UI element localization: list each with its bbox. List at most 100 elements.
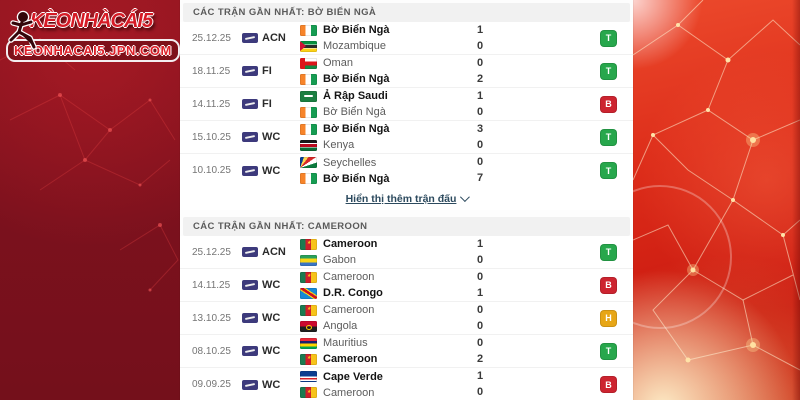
- league-cell: WC: [242, 345, 300, 357]
- away-flag-icon: [300, 73, 317, 85]
- section-cameroon: CÁC TRẬN GẦN NHẤT: CAMEROON 25.12.25 ACN…: [180, 214, 633, 400]
- chevron-down-icon[interactable]: [460, 192, 471, 203]
- home-team[interactable]: Ả Rập Saudi: [300, 90, 465, 103]
- league-logo-icon: [242, 33, 258, 43]
- scores-cell: 0 1: [465, 271, 495, 300]
- away-flag-icon: [300, 353, 317, 365]
- away-team[interactable]: D.R. Congo: [300, 287, 465, 300]
- away-team-name: D.R. Congo: [323, 287, 383, 299]
- result-badge: B: [600, 95, 617, 113]
- home-score: 0: [476, 270, 484, 283]
- match-row[interactable]: 15.10.25 WC Bờ Biển Ngà Kenya 3 0 T: [180, 121, 633, 154]
- home-flag-icon: [300, 24, 317, 36]
- league-code: WC: [262, 345, 281, 357]
- teams-cell: Oman Bờ Biển Ngà: [300, 57, 465, 86]
- league-code: WC: [262, 378, 281, 391]
- scores-cell: 0 2: [465, 337, 495, 366]
- match-row[interactable]: 25.12.25 ACN Cameroon Gabon 1 0 T: [180, 236, 633, 269]
- brand-logo[interactable]: KÈONHÀCÁI5 KEONHACAI5.JPN.COM: [6, 10, 180, 62]
- home-score: 0: [476, 156, 484, 168]
- match-row[interactable]: 14.11.25 FI Ả Rập Saudi Bờ Biển Ngà 1 0 …: [180, 88, 633, 121]
- league-code: WC: [262, 279, 281, 291]
- home-flag-icon: [300, 304, 317, 316]
- match-row[interactable]: 08.10.25 WC Mauritius Cameroon 0 2 T: [180, 335, 633, 368]
- teams-cell: Seychelles Bờ Biển Ngà: [300, 156, 465, 185]
- home-team-name: Cameroon: [323, 304, 375, 316]
- home-team[interactable]: Cameroon: [300, 238, 465, 251]
- away-score: 0: [476, 105, 484, 118]
- league-cell: WC: [242, 379, 300, 391]
- away-flag-icon: [300, 106, 317, 118]
- away-team[interactable]: Bờ Biển Ngà: [300, 172, 465, 185]
- home-flag-icon: [300, 57, 317, 69]
- teams-cell: Cape Verde Cameroon: [300, 370, 465, 399]
- result-badge: T: [600, 162, 617, 179]
- result-badge: B: [600, 376, 617, 393]
- away-team-name: Cameroon: [323, 353, 378, 365]
- away-team[interactable]: Bờ Biển Ngà: [300, 73, 465, 86]
- away-team[interactable]: Kenya: [300, 139, 465, 152]
- away-score: 2: [476, 72, 484, 85]
- match-row[interactable]: 14.11.25 WC Cameroon D.R. Congo 0 1 B: [180, 269, 633, 302]
- match-date: 10.10.25: [192, 165, 231, 176]
- league-cell: WC: [242, 131, 300, 143]
- home-team-name: Cape Verde: [323, 370, 383, 383]
- show-more-link[interactable]: Hiển thị thêm trận đấu: [345, 192, 457, 205]
- section-header: CÁC TRẬN GẦN NHẤT: BỜ BIỂN NGÀ: [183, 3, 630, 22]
- match-row[interactable]: 09.09.25 WC Cape Verde Cameroon 1 0 B: [180, 368, 633, 400]
- away-team[interactable]: Cameroon: [300, 353, 465, 366]
- home-team[interactable]: Mauritius: [300, 337, 465, 350]
- home-team[interactable]: Cape Verde: [300, 370, 465, 383]
- match-row[interactable]: 13.10.25 WC Cameroon Angola 0 0 H: [180, 302, 633, 335]
- away-team[interactable]: Bờ Biển Ngà: [300, 106, 465, 119]
- away-team[interactable]: Cameroon: [300, 386, 465, 399]
- away-team-name: Bờ Biển Ngà: [323, 106, 386, 118]
- away-team[interactable]: Angola: [300, 320, 465, 333]
- league-logo-icon: [242, 66, 258, 76]
- away-flag-icon: [300, 254, 317, 266]
- league-code: WC: [262, 131, 281, 143]
- away-score: 0: [476, 386, 484, 398]
- teams-cell: Cameroon Gabon: [300, 238, 465, 267]
- home-team-name: Ả Rập Saudi: [323, 90, 388, 102]
- home-team[interactable]: Bờ Biển Ngà: [300, 123, 465, 136]
- home-flag-icon: [300, 337, 317, 349]
- league-logo-icon: [242, 99, 258, 109]
- match-date: 14.11.25: [192, 279, 231, 291]
- away-team-name: Kenya: [323, 139, 355, 151]
- match-date: 25.12.25: [192, 32, 231, 44]
- match-row[interactable]: 18.11.25 FI Oman Bờ Biển Ngà 0 2 T: [180, 55, 633, 88]
- league-logo-icon: [242, 165, 258, 176]
- match-row[interactable]: 10.10.25 WC Seychelles Bờ Biển Ngà 0 7 T: [180, 154, 633, 187]
- home-flag-icon: [300, 157, 317, 168]
- home-flag-icon: [300, 90, 317, 102]
- match-date: 25.12.25: [192, 246, 231, 258]
- brand-title: KÈONHÀCÁI5: [29, 10, 153, 32]
- scores-cell: 0 0: [465, 304, 495, 333]
- constellation-decor-right: [633, 0, 800, 371]
- away-flag-icon: [300, 173, 317, 184]
- home-score: 1: [476, 89, 484, 102]
- scores-cell: 3 0: [465, 123, 495, 152]
- away-team[interactable]: Mozambique: [300, 40, 465, 53]
- match-row[interactable]: 25.12.25 ACN Bờ Biển Ngà Mozambique 1 0 …: [180, 22, 633, 55]
- league-logo-icon: [242, 132, 258, 142]
- home-team[interactable]: Cameroon: [300, 271, 465, 284]
- league-cell: WC: [242, 165, 300, 177]
- match-list: 25.12.25 ACN Bờ Biển Ngà Mozambique 1 0 …: [180, 22, 633, 187]
- home-team[interactable]: Bờ Biển Ngà: [300, 24, 465, 37]
- away-flag-icon: [300, 287, 317, 299]
- away-score: 7: [476, 172, 484, 184]
- home-team[interactable]: Cameroon: [300, 304, 465, 317]
- away-team[interactable]: Gabon: [300, 254, 465, 267]
- teams-cell: Cameroon D.R. Congo: [300, 271, 465, 300]
- teams-cell: Cameroon Angola: [300, 304, 465, 333]
- home-team[interactable]: Seychelles: [300, 156, 465, 169]
- home-team[interactable]: Oman: [300, 57, 465, 70]
- away-score: 0: [476, 253, 484, 266]
- home-team-name: Mauritius: [323, 337, 368, 349]
- away-team-name: Bờ Biển Ngà: [323, 172, 390, 185]
- league-logo-icon: [242, 280, 258, 290]
- scores-cell: 1 0: [465, 370, 495, 399]
